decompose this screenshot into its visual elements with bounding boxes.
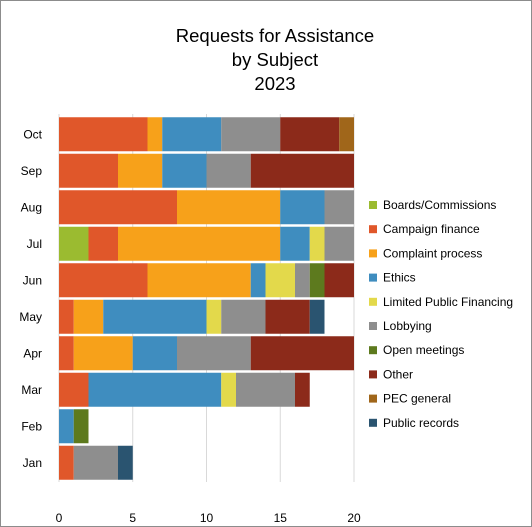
bar-sep-series-1 [59, 154, 118, 188]
y-axis-ticks: Jan Feb Mar Apr May Jun Jul Aug Sep Oct [19, 127, 42, 470]
bar-sep-series-2 [118, 154, 162, 188]
bar-may-series-2 [74, 300, 104, 334]
legend-label-8: PEC general [383, 392, 451, 406]
bar-apr-series-7 [251, 336, 354, 370]
bar-oct-series-3 [162, 117, 221, 151]
bar-apr-series-2 [74, 336, 133, 370]
bar-jun-series-2 [148, 263, 251, 297]
x-tick-10: 10 [200, 511, 214, 525]
y-tick-jul: Jul [27, 237, 42, 251]
y-tick-mar: Mar [21, 383, 42, 397]
bar-aug-series-3 [280, 190, 324, 224]
chart-title-line-1: Requests for Assistance [176, 25, 374, 46]
x-tick-15: 15 [274, 511, 288, 525]
x-tick-5: 5 [129, 511, 136, 525]
bar-jun-series-5 [295, 263, 310, 297]
bar-jun-series-3 [251, 263, 266, 297]
bar-may-series-7 [266, 300, 310, 334]
bar-jul-series-4 [310, 227, 325, 261]
bar-may-series-3 [103, 300, 206, 334]
bar-jan-series-1 [59, 446, 74, 480]
bar-feb-series-6 [74, 409, 89, 443]
y-tick-aug: Aug [21, 200, 42, 214]
bar-jul-series-1 [89, 227, 119, 261]
legend-label-0: Boards/Commissions [383, 198, 496, 212]
bar-jun-series-1 [59, 263, 148, 297]
y-tick-sep: Sep [21, 164, 43, 178]
bar-sep-series-7 [251, 154, 354, 188]
bar-may-series-5 [221, 300, 265, 334]
bar-jan-series-5 [74, 446, 118, 480]
y-tick-jan: Jan [23, 456, 42, 470]
x-tick-0: 0 [56, 511, 63, 525]
bar-feb-series-3 [59, 409, 74, 443]
bar-aug-series-5 [325, 190, 355, 224]
bar-mar-series-1 [59, 373, 89, 407]
y-tick-jun: Jun [23, 273, 42, 287]
y-tick-feb: Feb [21, 419, 42, 433]
bar-apr-series-5 [177, 336, 251, 370]
bar-sep-series-5 [207, 154, 251, 188]
bar-mar-series-5 [236, 373, 295, 407]
bar-may-series-9 [310, 300, 325, 334]
legend-label-5: Lobbying [383, 319, 432, 333]
legend-label-7: Other [383, 367, 413, 381]
legend-label-9: Public records [383, 416, 459, 430]
bar-may-series-1 [59, 300, 74, 334]
bar-oct-series-2 [148, 117, 163, 151]
y-tick-apr: Apr [23, 346, 42, 360]
bar-jun-series-6 [310, 263, 325, 297]
chart-title-line-2: by Subject [232, 49, 318, 70]
legend-label-4: Limited Public Financing [383, 295, 513, 309]
legend-label-2: Complaint process [383, 246, 482, 260]
legend-label-1: Campaign finance [383, 222, 480, 236]
x-axis-ticks: 0 5 10 15 20 [56, 511, 361, 525]
bar-oct-series-7 [280, 117, 339, 151]
bar-jun-series-7 [325, 263, 355, 297]
y-tick-oct: Oct [23, 127, 42, 141]
bar-mar-series-4 [221, 373, 236, 407]
bar-sep-series-3 [162, 154, 206, 188]
legend-swatch-7 [369, 370, 377, 378]
y-tick-may: May [19, 310, 42, 324]
bar-may-series-4 [207, 300, 222, 334]
x-tick-20: 20 [347, 511, 361, 525]
legend-swatch-9 [369, 419, 377, 427]
chart-title-line-3: 2023 [254, 73, 295, 94]
legend-swatch-2 [369, 249, 377, 257]
bar-jul-series-2 [118, 227, 280, 261]
legend-swatch-6 [369, 346, 377, 354]
bar-apr-series-3 [133, 336, 177, 370]
bar-oct-series-1 [59, 117, 148, 151]
bar-aug-series-2 [177, 190, 280, 224]
legend: Boards/Commissions Campaign finance Compla… [369, 198, 513, 430]
bar-jul-series-0 [59, 227, 89, 261]
legend-swatch-8 [369, 395, 377, 403]
legend-label-6: Open meetings [383, 343, 464, 357]
bar-jul-series-5 [325, 227, 355, 261]
legend-swatch-4 [369, 298, 377, 306]
bar-jul-series-3 [280, 227, 310, 261]
legend-swatch-3 [369, 274, 377, 282]
bar-jan-series-9 [118, 446, 133, 480]
legend-label-3: Ethics [383, 271, 416, 285]
legend-swatch-0 [369, 201, 377, 209]
bar-mar-series-7 [295, 373, 310, 407]
legend-swatch-5 [369, 322, 377, 330]
bar-jun-series-4 [266, 263, 296, 297]
bar-mar-series-3 [89, 373, 222, 407]
bar-aug-series-1 [59, 190, 177, 224]
bar-apr-series-1 [59, 336, 74, 370]
legend-swatch-1 [369, 225, 377, 233]
bar-oct-series-8 [339, 117, 354, 151]
bar-oct-series-5 [221, 117, 280, 151]
